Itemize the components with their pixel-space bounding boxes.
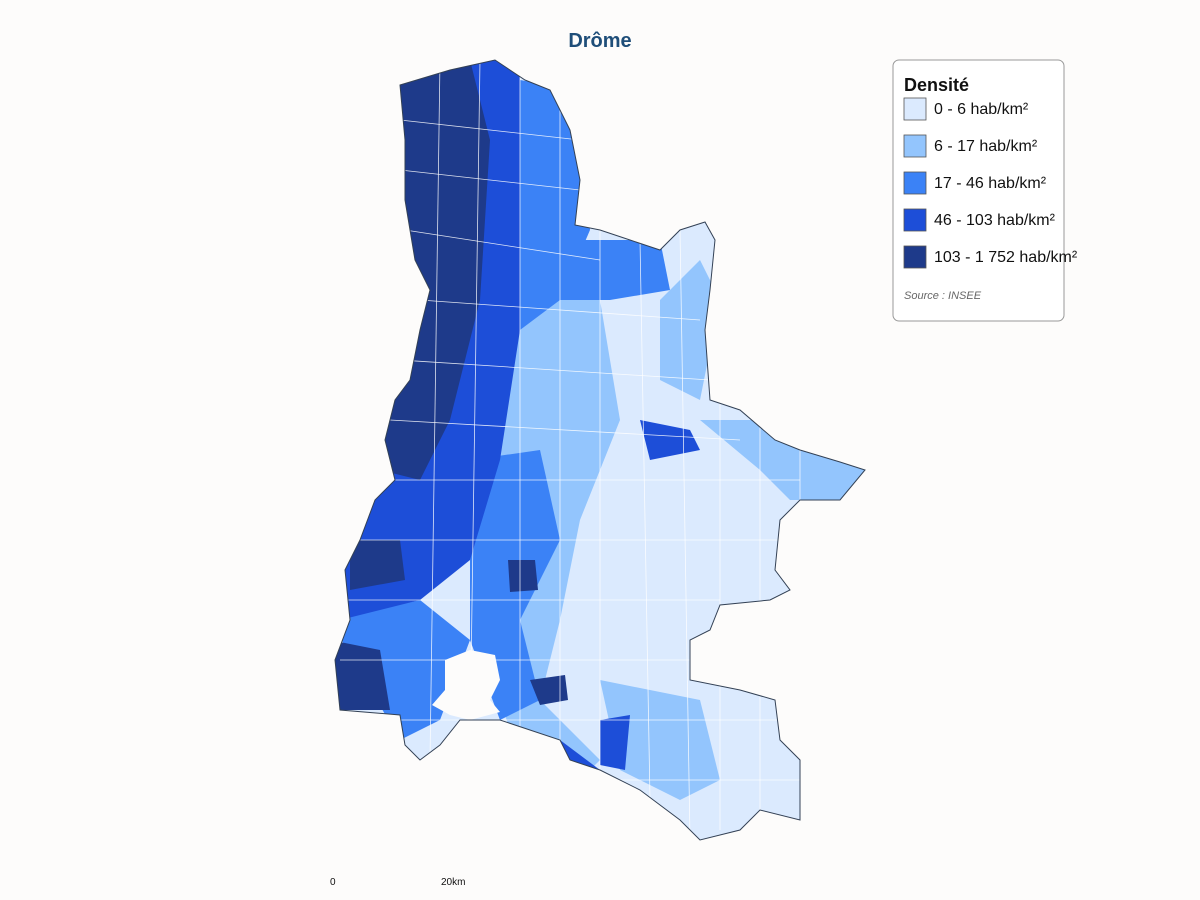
area-mid-low — [660, 260, 720, 400]
legend-swatch — [903, 97, 927, 121]
scale-start: 0 — [330, 877, 336, 888]
area-mid-low — [600, 680, 720, 800]
enclave — [432, 650, 500, 720]
legend-swatch — [903, 171, 927, 195]
area-high — [640, 420, 700, 460]
legend-label: 0 - 6 hab/km² — [934, 101, 1029, 118]
map-title: Drôme — [568, 30, 631, 52]
area-very-high — [335, 640, 390, 710]
commune-borders — [340, 60, 801, 840]
legend-swatch — [903, 134, 927, 158]
legend-source: Source : INSEE — [904, 290, 982, 302]
legend-label: 17 - 46 hab/km² — [934, 175, 1047, 192]
legend-label: 103 - 1 752 hab/km² — [934, 249, 1078, 266]
area-high — [600, 715, 630, 770]
legend-swatch — [903, 208, 927, 232]
area-very-high — [530, 675, 568, 705]
legend-label: 6 - 17 hab/km² — [934, 138, 1038, 155]
area-very-high — [350, 540, 405, 590]
area-very-high — [508, 560, 538, 592]
area-mid-low — [700, 420, 865, 500]
legend-title: Densité — [904, 75, 969, 95]
legend-swatch — [903, 245, 927, 269]
area-mid — [560, 240, 670, 300]
legend: Densité Source : INSEE 0 - 6 hab/km² 6 - … — [892, 59, 1078, 322]
legend-label: 46 - 103 hab/km² — [934, 212, 1056, 229]
legend-box — [892, 59, 1065, 322]
scale-end: 20km — [441, 877, 465, 888]
